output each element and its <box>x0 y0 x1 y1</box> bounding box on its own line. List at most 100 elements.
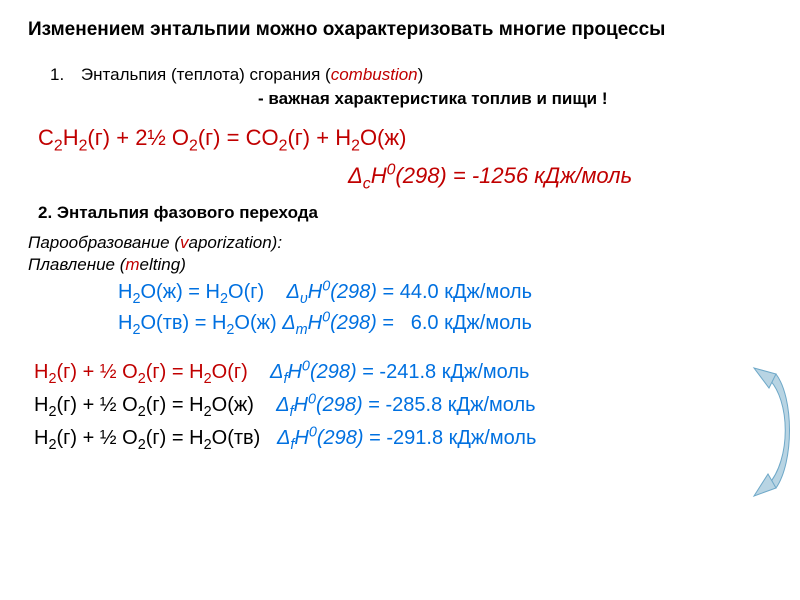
f2-eq: = <box>172 394 184 416</box>
f1-da: (298) <box>310 361 357 383</box>
c-O2coef: 2½ O <box>135 125 189 150</box>
f3-O: O <box>212 427 228 449</box>
m-zh: (ж) <box>250 312 277 334</box>
v-dsub: υ <box>300 291 308 307</box>
melt-b: elting) <box>140 255 186 274</box>
f2-val: = -285.8 кДж/моль <box>363 394 536 416</box>
f2-s3: 2 <box>204 404 212 420</box>
m-d: Δ <box>282 312 295 334</box>
melting-label: Плавление (melting) <box>28 255 772 275</box>
arrow-head-bottom <box>754 474 776 496</box>
formation-eq-solid: H2(г) + ½ O2(г) = H2O(тв) ΔfH0(298) = -2… <box>34 427 772 450</box>
m-val: = 6.0 кДж/моль <box>377 312 532 334</box>
f1-val: = -241.8 кДж/моль <box>357 361 530 383</box>
m-dsub: m <box>296 322 308 338</box>
delta-c-value: ΔcH0(298) = -1256 кДж/моль <box>348 163 772 189</box>
sec2-number: 2. <box>38 203 52 222</box>
c-g2: (г) <box>198 125 221 150</box>
m-tv: (тв) <box>156 312 189 334</box>
m-O1: O <box>140 312 156 334</box>
f2-H2: H <box>189 394 203 416</box>
v-eq: = <box>188 281 200 303</box>
dc-sub: c <box>363 175 371 192</box>
c-sub2c: 2 <box>189 137 198 154</box>
f1-s3: 2 <box>204 371 212 387</box>
f3-s3: 2 <box>204 437 212 453</box>
f1-eq: = <box>172 361 184 383</box>
m-eq: = <box>195 312 207 334</box>
f1-dH: H <box>287 361 301 383</box>
c-sub2e: 2 <box>351 137 360 154</box>
f2-da: (298) <box>316 394 363 416</box>
sec1-text-a: Энтальпия (теплота) сгорания ( <box>81 65 331 84</box>
c-plus2: + <box>316 125 329 150</box>
v-O2: O <box>228 281 244 303</box>
vaporization-equation: H2O(ж) = H2O(г) ΔυH0(298) = 44.0 кДж/мол… <box>118 281 772 304</box>
m-dH: H <box>308 312 322 334</box>
f1-O: O <box>212 361 228 383</box>
f2-H: H <box>34 394 48 416</box>
f2-du: 0 <box>308 391 316 407</box>
f3-tv: (тв) <box>227 427 260 449</box>
f2-g2: (г) <box>146 394 167 416</box>
formation-eq-liquid: H2(г) + ½ O2(г) = H2O(ж) ΔfH0(298) = -28… <box>34 394 772 417</box>
section-2-heading: 2. Энтальпия фазового перехода <box>38 203 772 223</box>
m-dsup: 0 <box>322 309 330 325</box>
f2-d: Δ <box>276 394 289 416</box>
v-H1: H <box>118 281 132 303</box>
c-eq: = <box>227 125 240 150</box>
sec1-number: 1. <box>50 65 64 84</box>
dc-delta: Δ <box>348 163 363 188</box>
section-1-heading: 1. Энтальпия (теплота) сгорания (combust… <box>50 65 772 85</box>
v-darg: (298) <box>330 281 377 303</box>
f3-p: + <box>83 427 95 449</box>
c-g3: (г) <box>287 125 310 150</box>
f1-g2: (г) <box>146 361 167 383</box>
f1-p: + <box>83 361 95 383</box>
melting-equation: H2O(тв) = H2O(ж) ΔmH0(298) = 6.0 кДж/мол… <box>118 312 772 335</box>
f2-zh: (ж) <box>227 394 254 416</box>
v-zh: (ж) <box>156 281 183 303</box>
f3-H2: H <box>189 427 203 449</box>
v-H2: H <box>206 281 220 303</box>
slide: Изменением энтальпии можно охарактеризов… <box>0 0 800 600</box>
c-C: C <box>38 125 54 150</box>
arrow-body <box>768 374 790 488</box>
v-s2: 2 <box>220 291 228 307</box>
f3-H: H <box>34 427 48 449</box>
f3-g1: (г) <box>56 427 77 449</box>
f3-s2: 2 <box>138 437 146 453</box>
f1-H: H <box>34 361 48 383</box>
vap-b: aporization): <box>189 233 283 252</box>
f1-g3: (г) <box>227 361 248 383</box>
f1-d: Δ <box>270 361 283 383</box>
f1-s2: 2 <box>138 371 146 387</box>
f3-dH: H <box>294 427 308 449</box>
c-H: H <box>63 125 79 150</box>
f3-d: Δ <box>277 427 290 449</box>
v-d: Δ <box>286 281 299 303</box>
combustion-equation: C2H2(г) + 2½ O2(г) = CO2(г) + H2O(ж) <box>38 125 772 151</box>
f3-du: 0 <box>309 424 317 440</box>
sec2-label: Энтальпия фазового перехода <box>57 203 318 222</box>
c-Ozh: O(ж) <box>360 125 406 150</box>
vaporization-label: Парообразование (vaporization): <box>28 233 772 253</box>
sec1-text-b: ) <box>418 65 424 84</box>
curved-arrow-icon <box>736 350 796 510</box>
c-sub2a: 2 <box>54 137 63 154</box>
vap-v: v <box>180 233 189 252</box>
dc-val: = -1256 кДж/моль <box>447 163 632 188</box>
f2-dH: H <box>294 394 308 416</box>
page-title: Изменением энтальпии можно охарактеризов… <box>28 18 772 43</box>
v-g: (г) <box>244 281 265 303</box>
f1-du: 0 <box>302 358 310 374</box>
m-H1: H <box>118 312 132 334</box>
f3-da: (298) <box>317 427 364 449</box>
dc-H: H <box>371 163 387 188</box>
c-CO: CO <box>246 125 279 150</box>
f2-g1: (г) <box>56 394 77 416</box>
m-O2: O <box>234 312 250 334</box>
c-plus1: + <box>116 125 129 150</box>
m-H2: H <box>212 312 226 334</box>
v-O1: O <box>140 281 156 303</box>
